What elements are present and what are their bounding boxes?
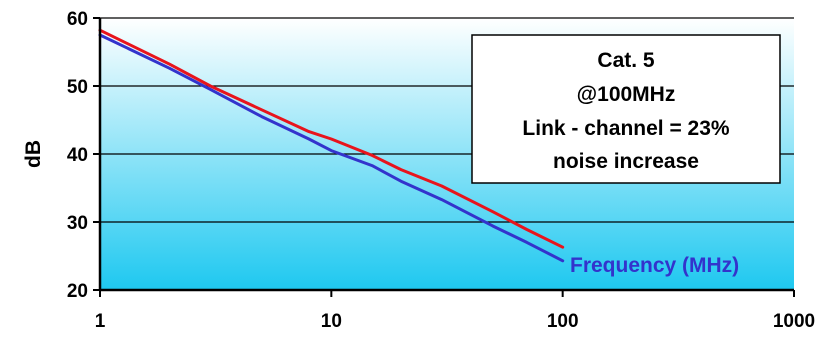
y-axis-title: dB — [22, 140, 45, 168]
annotation-line-3: Link - channel = 23% — [522, 117, 729, 140]
y-tick-label: 20 — [67, 281, 88, 302]
ticks-layer: 20 30 40 50 60 1 10 100 1000 — [67, 9, 815, 332]
y-tick-label: 50 — [67, 77, 88, 98]
annotation-line-4: noise increase — [553, 150, 699, 173]
y-tick-label: 40 — [67, 145, 88, 166]
annotation-line-1: Cat. 5 — [597, 49, 655, 72]
series-layer — [98, 28, 565, 263]
annotation-frame — [471, 34, 781, 184]
x-tick-label: 100 — [547, 311, 579, 332]
y-tick-label: 30 — [67, 213, 88, 234]
annotation-box: Cat. 5 @100MHz Link - channel = 23% nois… — [471, 34, 781, 184]
series-line-2 — [98, 33, 565, 263]
x-tick-label: 1000 — [773, 311, 815, 332]
x-tick-label: 10 — [321, 311, 342, 332]
series-label: Frequency (MHz) — [570, 254, 739, 277]
y-tick-label: 60 — [67, 9, 88, 30]
annotation-line-2: @100MHz — [577, 83, 676, 106]
series-line-1 — [98, 28, 565, 249]
x-tick-label: 1 — [95, 311, 106, 332]
